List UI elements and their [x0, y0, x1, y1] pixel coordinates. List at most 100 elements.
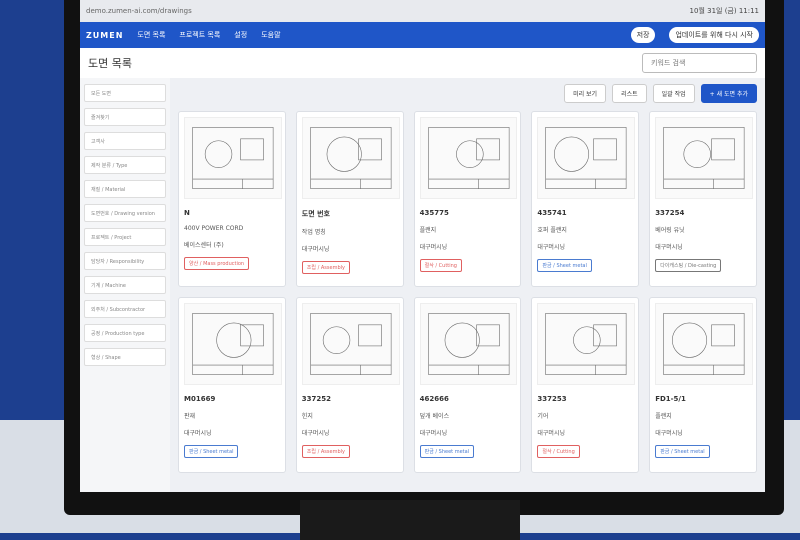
drawing-line [240, 324, 264, 347]
drawing-card[interactable]: 도면 번호 작업 명칭 대구머시닝 조립 / Assembly [295, 111, 404, 287]
drawing-line [475, 324, 500, 347]
drawing-line [573, 326, 601, 354]
browser-bar: demo.zumen-ai.com/drawings 10월 31일 (금) 1… [80, 0, 765, 22]
drawing-line [310, 127, 392, 189]
drawing-line [216, 322, 252, 358]
process-tag: 절삭 / Cutting [419, 259, 462, 272]
filter-item[interactable]: 재질 / Material [84, 180, 166, 198]
customer: 대구머시닝 [419, 430, 448, 437]
toolbar-button[interactable]: + 새 도면 추가 [700, 84, 757, 103]
drawing-thumbnail [419, 117, 518, 199]
nav-item[interactable]: 도움말 [261, 31, 281, 39]
card-grid: N 400V POWER CORD 베이스센터 (주) 양산 / Mass produ… [178, 111, 757, 473]
nav-item[interactable]: 프로젝트 목록 [179, 31, 221, 39]
user-button[interactable]: 저장 [630, 27, 656, 43]
search-box[interactable]: 키워드 검색 [642, 53, 757, 73]
drawing-card[interactable]: N 400V POWER CORD 베이스센터 (주) 양산 / Mass produ… [178, 111, 286, 287]
customer: 대구머시닝 [655, 430, 683, 437]
drawing-name: 호퍼 플랜지 [537, 227, 567, 234]
process-tag: 양산 / Mass production [184, 257, 250, 270]
page-header: 도면 목록 키워드 검색 [80, 48, 765, 78]
filter-item[interactable]: 고객사 [84, 132, 166, 150]
drawing-number: 337254 [655, 209, 685, 217]
drawing-name: 플랜지 [655, 413, 672, 420]
drawing-line [593, 138, 618, 161]
process-tag: 판금 / Sheet metal [419, 445, 475, 458]
drawing-thumbnail [537, 117, 636, 199]
drawing-line [240, 138, 264, 161]
filter-item[interactable]: 외주처 / Subcontractor [84, 300, 166, 318]
drawing-line [204, 140, 233, 168]
clock: 10월 31일 (금) 11:11 [689, 7, 759, 15]
customer: 대구머시닝 [537, 430, 565, 437]
drawing-card[interactable]: M01669 판재 대구머시닝 판금 / Sheet metal [178, 297, 286, 473]
drawing-number: FD1-5/1 [655, 395, 686, 403]
filter-item[interactable]: 모든 도면 [84, 84, 166, 102]
process-tag: 판금 / Sheet metal [655, 445, 710, 458]
drawing-line [663, 313, 745, 375]
filter-item[interactable]: 담당자 / Responsibility [84, 252, 166, 270]
drawing-number: 337252 [301, 395, 332, 403]
toolbar-button[interactable]: 미리 보기 [564, 84, 607, 103]
filter-item[interactable]: 공정 / Production type [84, 324, 166, 342]
toolbar-button[interactable]: 리스트 [612, 84, 647, 103]
drawing-thumbnail [301, 303, 400, 385]
drawing-number: 도면 번호 [301, 210, 330, 218]
process-tag: 다이캐스팅 / Die-casting [655, 259, 722, 272]
drawing-name: 판재 [184, 413, 196, 420]
drawing-name: 작업 명칭 [301, 229, 326, 236]
drawing-number: 435741 [537, 209, 567, 217]
drawing-line [672, 322, 708, 358]
drawing-card[interactable]: 462666 덮개 베이스 대구머시닝 판금 / Sheet metal [413, 297, 522, 473]
process-tag: 판금 / Sheet metal [184, 445, 239, 458]
toolbar-button[interactable]: 일괄 작업 [652, 84, 695, 103]
drawing-card[interactable]: 435741 호퍼 플랜지 대구머시닝 판금 / Sheet metal [531, 111, 640, 287]
nav-item[interactable]: 설정 [234, 31, 248, 39]
drawing-name: 베어링 유닛 [655, 227, 685, 234]
screen: demo.zumen-ai.com/drawings 10월 31일 (금) 1… [80, 0, 765, 492]
drawing-line [358, 138, 382, 161]
customer: 대구머시닝 [301, 430, 330, 437]
customer: 대구머시닝 [419, 244, 448, 251]
drawing-thumbnail [655, 303, 753, 385]
drawing-name: 플랜지 [419, 227, 437, 234]
filter-item[interactable]: 형상 / Shape [84, 348, 166, 366]
customer: 베이스센터 (주) [184, 242, 224, 249]
customer: 대구머시닝 [537, 244, 565, 251]
filter-item[interactable]: 도면번호 / Drawing version [84, 204, 166, 222]
drawing-card[interactable]: 337254 베어링 유닛 대구머시닝 다이캐스팅 / Die-casting [649, 111, 757, 287]
drawing-line [310, 313, 392, 375]
filter-item[interactable]: 기계 / Machine [84, 276, 166, 294]
filter-item[interactable]: 제작 분류 / Type [84, 156, 166, 174]
drawing-line [683, 140, 712, 168]
logo[interactable]: ZUMEN [86, 30, 124, 40]
drawing-line [663, 127, 745, 189]
process-tag: 절삭 / Cutting [537, 445, 580, 458]
drawing-line [326, 136, 362, 172]
drawing-card[interactable]: 337252 힌지 대구머시닝 조립 / Assembly [295, 297, 404, 473]
filter-item[interactable]: 즐겨찾기 [84, 108, 166, 126]
drawing-number: 435775 [419, 209, 449, 217]
drawing-line [444, 322, 480, 358]
url[interactable]: demo.zumen-ai.com/drawings [86, 7, 192, 15]
drawing-line [427, 313, 510, 375]
drawing-thumbnail [419, 303, 518, 385]
process-tag: 조립 / Assembly [301, 445, 350, 458]
drawing-number: 337253 [537, 395, 567, 403]
nav-items: 도면 목록 프로젝트 목록 설정 도움말 [137, 30, 280, 40]
filter-item[interactable]: 프로젝트 / Project [84, 228, 166, 246]
nav-item[interactable]: 도면 목록 [137, 31, 166, 39]
drawing-thumbnail [655, 117, 753, 199]
update-button[interactable]: 업데이트를 위해 다시 시작 [669, 27, 759, 43]
drawing-line [711, 138, 736, 161]
main: 미리 보기 리스트 일괄 작업 + 새 도면 추가 N 400V POWER CORD 베… [170, 78, 765, 492]
customer: 대구머시닝 [184, 430, 212, 437]
process-tag: 조립 / Assembly [301, 261, 350, 274]
drawing-name: 기어 [537, 413, 549, 420]
